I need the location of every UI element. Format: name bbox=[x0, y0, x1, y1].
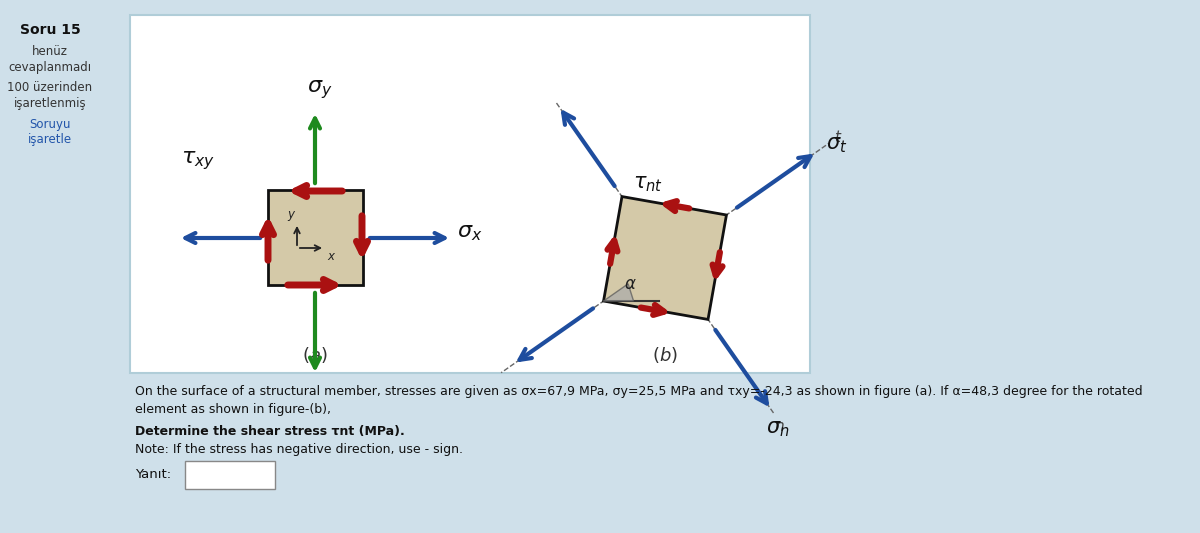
Text: $\sigma_n$: $\sigma_n$ bbox=[767, 419, 790, 439]
Text: Soru 15: Soru 15 bbox=[19, 23, 80, 37]
Text: n: n bbox=[775, 419, 785, 434]
Text: $\alpha$: $\alpha$ bbox=[624, 275, 636, 293]
Text: $\tau_{xy}$: $\tau_{xy}$ bbox=[181, 150, 215, 172]
Text: Soruyu: Soruyu bbox=[29, 118, 71, 131]
Text: t: t bbox=[834, 130, 840, 145]
Text: $\sigma_y$: $\sigma_y$ bbox=[307, 78, 332, 101]
Text: Determine the shear stress τnt (MPa).: Determine the shear stress τnt (MPa). bbox=[134, 425, 404, 438]
Text: $\sigma_x$: $\sigma_x$ bbox=[457, 223, 482, 243]
Text: cevaplanmadı: cevaplanmadı bbox=[8, 61, 91, 74]
Text: x: x bbox=[326, 250, 334, 263]
Text: Yanıt:: Yanıt: bbox=[134, 469, 172, 481]
Text: $(a)$: $(a)$ bbox=[302, 345, 328, 365]
Polygon shape bbox=[604, 284, 634, 301]
Text: $\tau_{nt}$: $\tau_{nt}$ bbox=[634, 174, 664, 194]
Text: işaretlenmiş: işaretlenmiş bbox=[13, 97, 86, 110]
Text: henüz: henüz bbox=[32, 45, 68, 58]
Bar bbox=[185, 461, 275, 489]
Text: 100 üzerinden: 100 üzerinden bbox=[7, 81, 92, 94]
Text: element as shown in figure-(b),: element as shown in figure-(b), bbox=[134, 403, 331, 416]
Text: y: y bbox=[287, 208, 294, 221]
Text: işaretle: işaretle bbox=[28, 133, 72, 146]
Polygon shape bbox=[604, 197, 726, 319]
Text: $\sigma_t$: $\sigma_t$ bbox=[827, 135, 847, 155]
Text: $(b)$: $(b)$ bbox=[652, 345, 678, 365]
Text: Note: If the stress has negative direction, use - sign.: Note: If the stress has negative directi… bbox=[134, 443, 463, 456]
Text: On the surface of a structural member, stresses are given as σx=67,9 MPa, σy=25,: On the surface of a structural member, s… bbox=[134, 385, 1142, 398]
Bar bbox=[130, 15, 810, 373]
Bar bbox=[268, 190, 364, 285]
